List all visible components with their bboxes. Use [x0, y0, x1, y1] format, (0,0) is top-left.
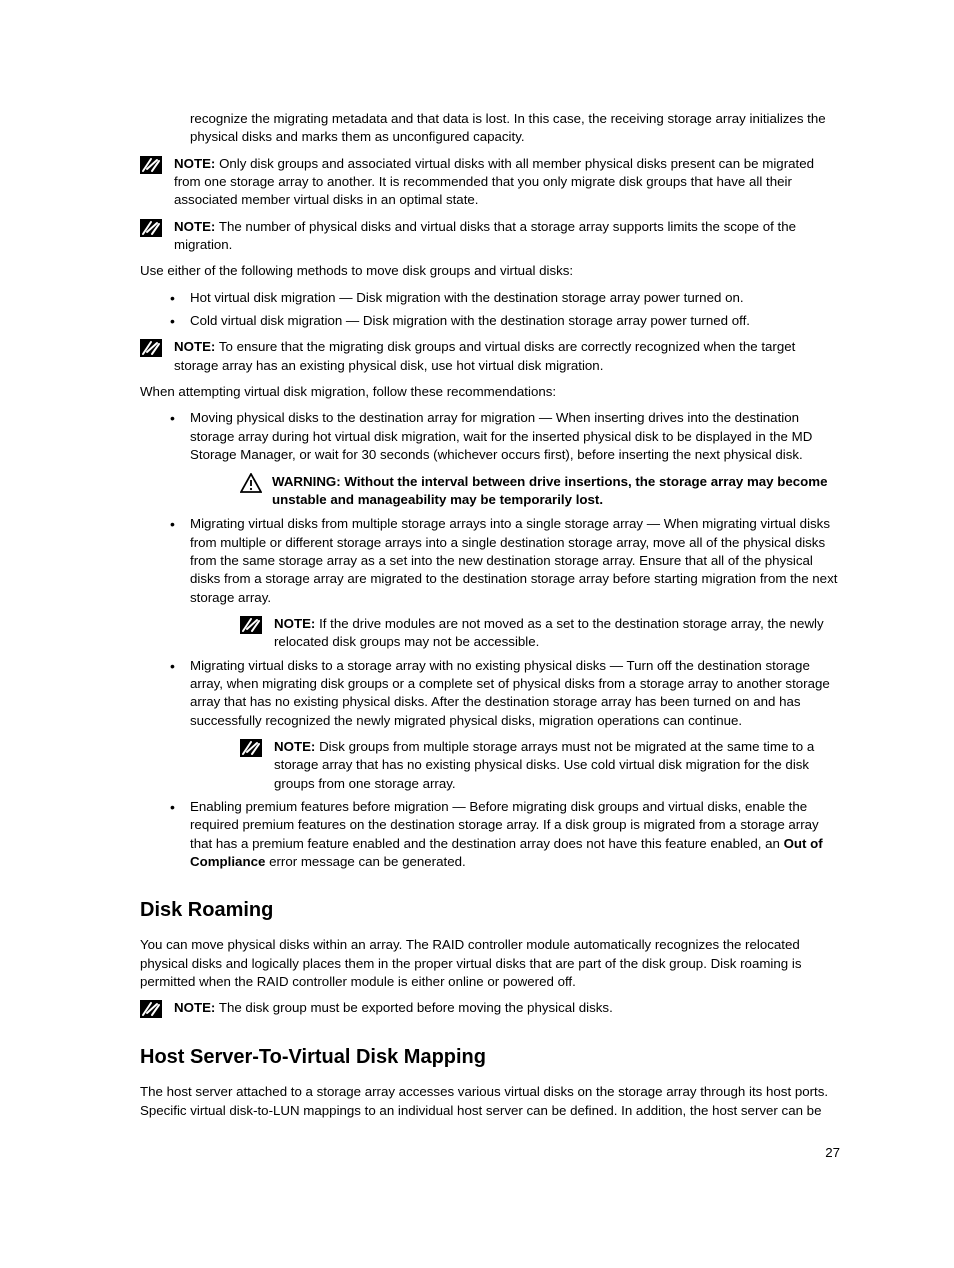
intro-continuation: recognize the migrating metadata and tha… — [190, 110, 840, 147]
note-1-body: Only disk groups and associated virtual … — [174, 156, 814, 208]
list-item: Hot virtual disk migration — Disk migrat… — [140, 289, 840, 307]
list-item: Moving physical disks to the destination… — [140, 409, 840, 509]
note-2-text: NOTE: The number of physical disks and v… — [174, 218, 840, 255]
note-icon — [140, 219, 162, 237]
note-1: NOTE: Only disk groups and associated vi… — [140, 155, 840, 210]
disk-roaming-text: You can move physical disks within an ar… — [140, 936, 840, 991]
document-page: recognize the migrating metadata and tha… — [0, 0, 954, 1268]
note-label: NOTE: — [274, 616, 315, 631]
rec3-text: Migrating virtual disks to a storage arr… — [190, 658, 830, 728]
rec2-text: Migrating virtual disks from multiple st… — [190, 516, 837, 604]
note-5-text: NOTE: Disk groups from multiple storage … — [274, 738, 840, 793]
note-1-text: NOTE: Only disk groups and associated vi… — [174, 155, 840, 210]
note-4-text: NOTE: If the drive modules are not moved… — [274, 615, 840, 652]
note-icon — [240, 739, 262, 757]
list-item: Migrating virtual disks to a storage arr… — [140, 657, 840, 793]
note-3-body: To ensure that the migrating disk groups… — [174, 339, 795, 372]
note-icon — [140, 339, 162, 357]
warning-icon — [240, 473, 262, 493]
note-3-text: NOTE: To ensure that the migrating disk … — [174, 338, 840, 375]
disk-roaming-heading: Disk Roaming — [140, 899, 840, 922]
methods-list: Hot virtual disk migration — Disk migrat… — [140, 289, 840, 331]
rec1-text: Moving physical disks to the destination… — [190, 410, 812, 462]
recs-intro: When attempting virtual disk migration, … — [140, 383, 840, 401]
note-icon — [140, 1000, 162, 1018]
note-2: NOTE: The number of physical disks and v… — [140, 218, 840, 255]
host-mapping-text: The host server attached to a storage ar… — [140, 1083, 840, 1120]
warning-1-body: Without the interval between drive inser… — [272, 474, 828, 507]
rec4-after: error message can be generated. — [265, 854, 465, 869]
note-6-body: The disk group must be exported before m… — [215, 1000, 612, 1015]
rec4-before: Enabling premium features before migrati… — [190, 799, 819, 851]
warning-1-text: WARNING: Without the interval between dr… — [272, 473, 840, 510]
note-4: NOTE: If the drive modules are not moved… — [240, 615, 840, 652]
note-2-body: The number of physical disks and virtual… — [174, 219, 796, 252]
note-label: NOTE: — [174, 1000, 215, 1015]
page-number: 27 — [825, 1145, 840, 1160]
list-item: Enabling premium features before migrati… — [140, 798, 840, 871]
note-5-body: Disk groups from multiple storage arrays… — [274, 739, 814, 791]
recommendations-list: Moving physical disks to the destination… — [140, 409, 840, 871]
note-icon — [240, 616, 262, 634]
note-3: NOTE: To ensure that the migrating disk … — [140, 338, 840, 375]
note-6: NOTE: The disk group must be exported be… — [140, 999, 840, 1018]
note-5: NOTE: Disk groups from multiple storage … — [240, 738, 840, 793]
note-label: NOTE: — [174, 156, 215, 171]
list-item: Cold virtual disk migration — Disk migra… — [140, 312, 840, 330]
list-item: Migrating virtual disks from multiple st… — [140, 515, 840, 651]
note-icon — [140, 156, 162, 174]
note-label: NOTE: — [274, 739, 315, 754]
host-mapping-heading: Host Server-To-Virtual Disk Mapping — [140, 1046, 840, 1069]
warning-1: WARNING: Without the interval between dr… — [240, 473, 840, 510]
methods-intro: Use either of the following methods to m… — [140, 262, 840, 280]
note-label: NOTE: — [174, 339, 215, 354]
note-4-body: If the drive modules are not moved as a … — [274, 616, 824, 649]
note-6-text: NOTE: The disk group must be exported be… — [174, 999, 840, 1017]
note-label: NOTE: — [174, 219, 215, 234]
warning-label: WARNING: — [272, 474, 344, 489]
